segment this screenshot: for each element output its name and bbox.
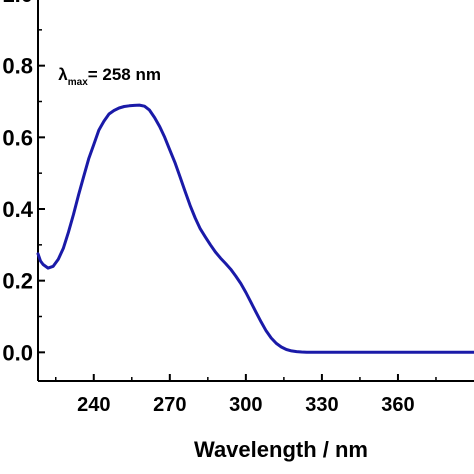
y-tick-label: 0.6 — [2, 125, 33, 150]
y-tick-labels: 0.0 0.2 0.4 0.6 0.8 1.0 — [2, 0, 33, 365]
y-tick-label: 1.0 — [2, 0, 33, 7]
y-tick-label: 0.8 — [2, 54, 33, 79]
y-tick-label: 0.4 — [2, 197, 33, 222]
lambda-symbol: λ — [58, 65, 68, 84]
x-tick-labels: 240 270 300 330 360 — [77, 394, 415, 416]
x-tick-label: 360 — [381, 394, 414, 416]
x-tick-label: 300 — [229, 394, 262, 416]
plot-series — [36, 103, 474, 354]
x-axis-title: Wavelength / nm — [194, 437, 368, 462]
x-tick-label: 240 — [77, 394, 110, 416]
y-tick-label: 0.2 — [2, 269, 33, 294]
lambda-value: = 258 nm — [88, 65, 161, 84]
x-tick-label: 270 — [153, 394, 186, 416]
absorbance-curve — [36, 103, 474, 354]
axes — [37, 0, 474, 382]
lambda-max-annotation: λmax= 258 nm — [58, 65, 161, 88]
tick-marks — [38, 29, 437, 381]
y-tick-label: 0.0 — [2, 340, 33, 365]
lambda-subscript: max — [68, 77, 88, 88]
x-tick-label: 330 — [305, 394, 338, 416]
